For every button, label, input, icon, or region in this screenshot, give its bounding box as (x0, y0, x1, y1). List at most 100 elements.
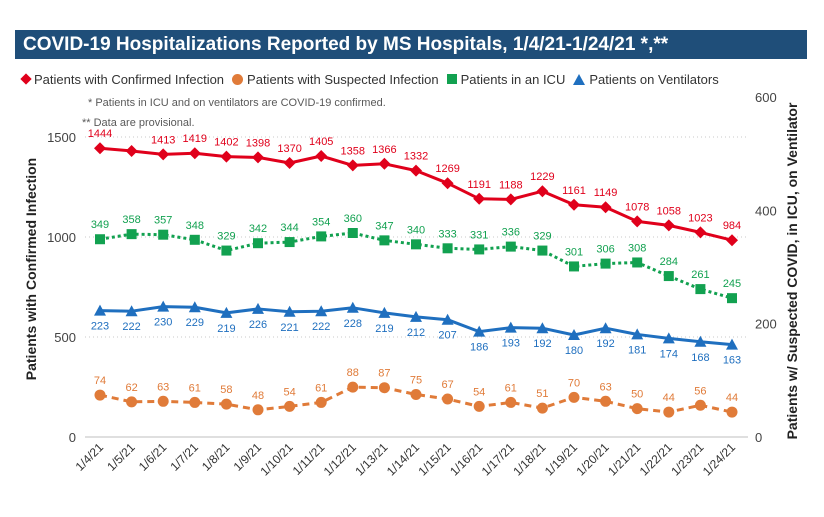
data-label: 245 (723, 278, 741, 290)
data-label: 174 (660, 348, 678, 360)
x-tick-label: 1/17/21 (479, 440, 517, 478)
data-point-ventilators (157, 300, 170, 312)
data-label: 284 (660, 256, 678, 268)
data-point-suspected (536, 402, 548, 414)
data-point-confirmed (252, 151, 264, 164)
data-label: 219 (217, 323, 235, 335)
data-point-confirmed (599, 201, 612, 214)
x-tick-label: 1/6/21 (136, 440, 170, 474)
data-label: 87 (378, 368, 390, 380)
data-point-confirmed (662, 219, 675, 232)
square-marker-icon (446, 74, 457, 84)
data-point-ventilators (441, 313, 454, 325)
data-label: 301 (565, 246, 583, 258)
x-tick-label: 1/21/21 (605, 440, 643, 478)
data-point-confirmed (536, 185, 549, 198)
data-point-ventilators (726, 338, 738, 350)
y-tick-label-right: 200 (755, 317, 777, 332)
x-tick-label: 1/23/21 (668, 440, 706, 478)
data-point-icu (474, 244, 485, 255)
data-label: 1402 (214, 137, 238, 149)
data-point-confirmed (157, 148, 170, 161)
data-label: 222 (122, 321, 140, 333)
data-label: 54 (283, 386, 295, 398)
data-label: 1078 (625, 201, 649, 213)
data-label: 348 (186, 220, 204, 232)
data-label: 221 (280, 322, 298, 334)
data-label: 67 (441, 379, 453, 391)
y-tick-label-right: 400 (755, 203, 777, 218)
data-point-ventilators (346, 301, 359, 313)
data-label: 1149 (594, 187, 618, 199)
data-label: 75 (410, 375, 422, 387)
data-point-confirmed (346, 159, 359, 172)
data-label: 344 (280, 222, 298, 234)
data-point-ventilators (631, 328, 644, 340)
data-point-confirmed (283, 157, 296, 169)
data-point-confirmed (473, 192, 486, 205)
data-point-icu (569, 261, 579, 272)
x-tick-label: 1/8/21 (199, 440, 233, 474)
data-label: 229 (186, 317, 204, 329)
data-label: 61 (505, 382, 517, 394)
triangle-marker-icon (573, 73, 586, 85)
data-point-icu (663, 271, 674, 282)
data-point-ventilators (94, 304, 106, 316)
data-label: 329 (533, 231, 551, 243)
x-tick-label: 1/19/21 (542, 440, 580, 478)
legend-label-icu: Patients in an ICU (460, 71, 566, 87)
data-point-icu (347, 228, 358, 238)
data-label: 207 (438, 330, 456, 342)
x-tick-label: 1/18/21 (510, 440, 548, 478)
legend-item-confirmed: Patients with Confirmed Infection (20, 72, 224, 87)
data-label: 58 (220, 384, 232, 396)
data-label: 1161 (562, 185, 586, 197)
data-point-ventilators (536, 322, 549, 334)
y-tick-label-right: 0 (755, 430, 762, 445)
data-label: 62 (125, 382, 137, 394)
data-point-confirmed (441, 177, 454, 190)
chart-title: COVID-19 Hospitalizations Reported by MS… (15, 30, 807, 59)
y-tick-label-left: 1000 (47, 230, 76, 245)
data-label: 230 (154, 317, 172, 329)
x-tick-label: 1/5/21 (104, 440, 138, 474)
data-point-icu (221, 245, 232, 256)
data-point-suspected (410, 389, 422, 400)
icu-footnote: * Patients in ICU and on ventilators are… (88, 97, 386, 109)
data-point-suspected (568, 391, 580, 403)
data-label: 331 (470, 229, 488, 241)
y-tick-label-left: 0 (69, 430, 76, 445)
x-tick-label: 1/7/21 (167, 440, 201, 474)
data-label: 261 (691, 269, 709, 281)
data-label: 360 (344, 213, 362, 225)
data-point-suspected (726, 406, 738, 418)
data-point-suspected (663, 406, 675, 418)
data-point-icu (632, 257, 643, 268)
data-label: 1370 (277, 143, 301, 155)
data-point-icu (253, 238, 263, 249)
data-point-icu (442, 243, 453, 254)
legend-label-suspected: Patients with Suspected Infection (247, 71, 439, 87)
legend-label-ventilators: Patients on Ventilators (589, 71, 719, 87)
data-label: 1444 (88, 128, 112, 140)
data-label: 180 (565, 345, 583, 357)
y-tick-label-left: 500 (54, 330, 76, 345)
data-label: 61 (315, 382, 327, 394)
data-label: 354 (312, 216, 330, 228)
data-point-confirmed (504, 193, 517, 206)
data-label: 222 (312, 321, 330, 333)
data-point-ventilators (504, 321, 517, 333)
data-point-ventilators (662, 332, 675, 344)
data-label: 984 (723, 220, 741, 232)
data-label: 50 (631, 389, 643, 401)
data-point-ventilators (188, 301, 201, 313)
data-label: 74 (94, 375, 106, 387)
circle-marker-icon (232, 73, 244, 85)
data-point-icu (189, 234, 200, 245)
data-point-icu (284, 237, 295, 248)
x-tick-label: 1/4/21 (73, 440, 107, 474)
data-point-suspected (473, 400, 485, 412)
data-label: 228 (344, 318, 362, 330)
data-point-ventilators (378, 306, 391, 318)
data-label: 168 (691, 352, 709, 364)
